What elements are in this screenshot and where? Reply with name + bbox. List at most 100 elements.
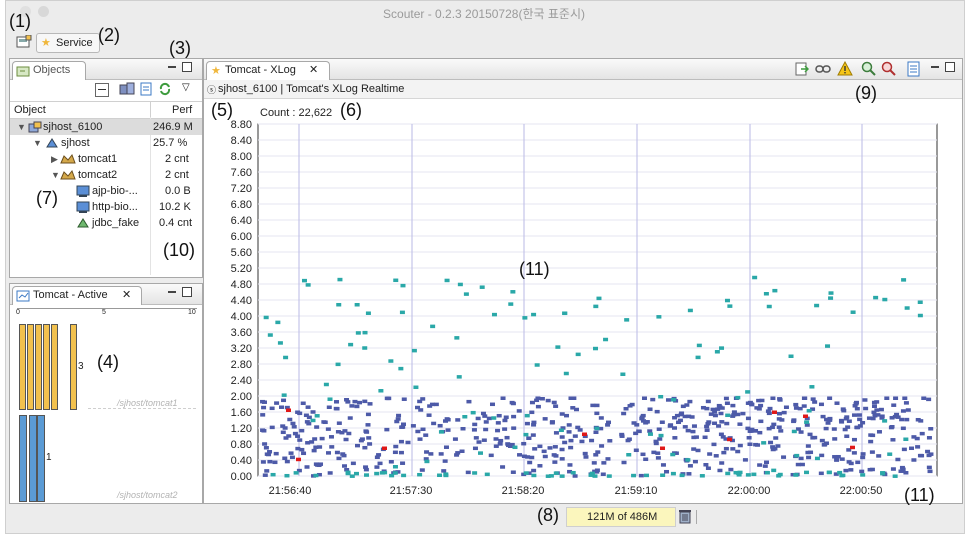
xlog-point[interactable] <box>603 337 609 342</box>
xlog-point[interactable] <box>552 460 558 464</box>
xlog-point[interactable] <box>430 324 436 329</box>
xlog-point[interactable] <box>553 471 559 475</box>
xlog-point[interactable] <box>674 413 680 418</box>
xlog-point[interactable] <box>534 363 540 367</box>
xlog-point[interactable] <box>679 473 685 478</box>
link-icon[interactable] <box>815 62 831 76</box>
xlog-point[interactable] <box>398 366 404 371</box>
xlog-point[interactable] <box>497 442 503 446</box>
xlog-point[interactable] <box>921 396 927 401</box>
xlog-point[interactable] <box>729 438 735 443</box>
xlog-point[interactable] <box>297 411 303 416</box>
xlog-point[interactable] <box>766 304 772 309</box>
collapse-all-icon[interactable] <box>95 83 109 97</box>
xlog-point[interactable] <box>478 451 484 455</box>
xlog-point[interactable] <box>295 446 301 451</box>
xlog-point[interactable] <box>737 422 743 426</box>
xlog-point[interactable] <box>655 451 661 455</box>
xlog-point[interactable] <box>857 417 863 422</box>
xlog-point[interactable] <box>521 454 527 459</box>
xlog-point[interactable] <box>653 441 659 446</box>
xlog-point[interactable] <box>284 405 290 410</box>
xlog-point[interactable] <box>559 435 565 439</box>
xlog-point[interactable] <box>354 404 360 409</box>
xlog-point[interactable] <box>511 414 517 419</box>
xlog-point[interactable] <box>493 444 499 448</box>
xlog-point[interactable] <box>367 402 373 406</box>
xlog-point[interactable] <box>647 432 653 436</box>
xlog-point[interactable] <box>512 445 518 450</box>
xlog-point[interactable] <box>767 406 773 411</box>
xlog-point[interactable] <box>640 419 646 423</box>
xlog-point[interactable] <box>832 455 838 459</box>
xlog-point[interactable] <box>314 414 320 418</box>
xlog-point[interactable] <box>326 451 332 455</box>
xlog-point[interactable] <box>884 396 890 401</box>
xlog-point[interactable] <box>673 451 679 455</box>
xlog-point[interactable] <box>668 423 674 427</box>
xlog-point[interactable] <box>639 415 645 419</box>
xlog-point[interactable] <box>420 427 426 432</box>
tab-objects[interactable]: Objects <box>12 61 86 80</box>
xlog-point[interactable] <box>690 429 696 434</box>
xlog-point[interactable] <box>479 285 485 289</box>
xlog-point[interactable] <box>559 457 565 461</box>
active-bar[interactable] <box>27 324 34 410</box>
xlog-point[interactable] <box>917 300 923 305</box>
xlog-point[interactable] <box>472 422 478 427</box>
xlog-point[interactable] <box>571 396 577 401</box>
xlog-point[interactable] <box>844 415 850 419</box>
xlog-point[interactable] <box>911 458 917 462</box>
xlog-point[interactable] <box>871 404 877 408</box>
xlog-point[interactable] <box>483 427 489 432</box>
xlog-point[interactable] <box>570 406 576 410</box>
xlog-point[interactable] <box>524 421 530 426</box>
xlog-point[interactable] <box>825 344 831 348</box>
xlog-point[interactable] <box>691 447 697 451</box>
xlog-point[interactable] <box>682 414 688 419</box>
xlog-point[interactable] <box>810 436 816 440</box>
xlog-point[interactable] <box>489 402 495 407</box>
xlog-point[interactable] <box>600 472 606 476</box>
xlog-point[interactable] <box>758 419 764 424</box>
xlog-point[interactable] <box>334 450 340 455</box>
xlog-point[interactable] <box>686 472 692 476</box>
xlog-point[interactable] <box>755 443 761 447</box>
xlog-point[interactable] <box>695 355 701 360</box>
xlog-point[interactable] <box>310 410 316 414</box>
xlog-point[interactable] <box>634 423 640 427</box>
xlog-point[interactable] <box>677 418 683 423</box>
xlog-point[interactable] <box>671 426 677 430</box>
xlog-point[interactable] <box>572 474 578 478</box>
xlog-point[interactable] <box>903 437 909 442</box>
xlog-point[interactable] <box>462 415 468 419</box>
xlog-point[interactable] <box>531 468 537 473</box>
xlog-point[interactable] <box>287 417 293 422</box>
xlog-point[interactable] <box>455 418 461 422</box>
xlog-point[interactable] <box>758 403 764 408</box>
xlog-point[interactable] <box>747 442 753 447</box>
xlog-point[interactable] <box>562 440 568 445</box>
xlog-point[interactable] <box>707 452 713 456</box>
xlog-point[interactable] <box>848 468 854 472</box>
xlog-point[interactable] <box>716 403 722 408</box>
xlog-point[interactable] <box>431 421 437 426</box>
xlog-point[interactable] <box>275 320 281 325</box>
xlog-point[interactable] <box>472 471 478 475</box>
xlog-point[interactable] <box>486 416 492 421</box>
xlog-point[interactable] <box>306 421 312 426</box>
xlog-point[interactable] <box>794 453 800 458</box>
xlog-point[interactable] <box>442 419 448 423</box>
xlog-point[interactable] <box>593 304 599 309</box>
xlog-point[interactable] <box>679 411 685 415</box>
xlog-point[interactable] <box>355 331 361 335</box>
minimize-icon[interactable] <box>168 66 176 68</box>
xlog-point[interactable] <box>511 426 517 430</box>
xlog-point[interactable] <box>768 440 774 445</box>
xlog-point[interactable] <box>692 459 698 464</box>
xlog-point[interactable] <box>804 420 810 424</box>
xlog-point[interactable] <box>374 455 380 459</box>
xlog-point[interactable] <box>491 416 497 420</box>
xlog-point[interactable] <box>522 316 528 320</box>
xlog-point[interactable] <box>321 420 327 424</box>
